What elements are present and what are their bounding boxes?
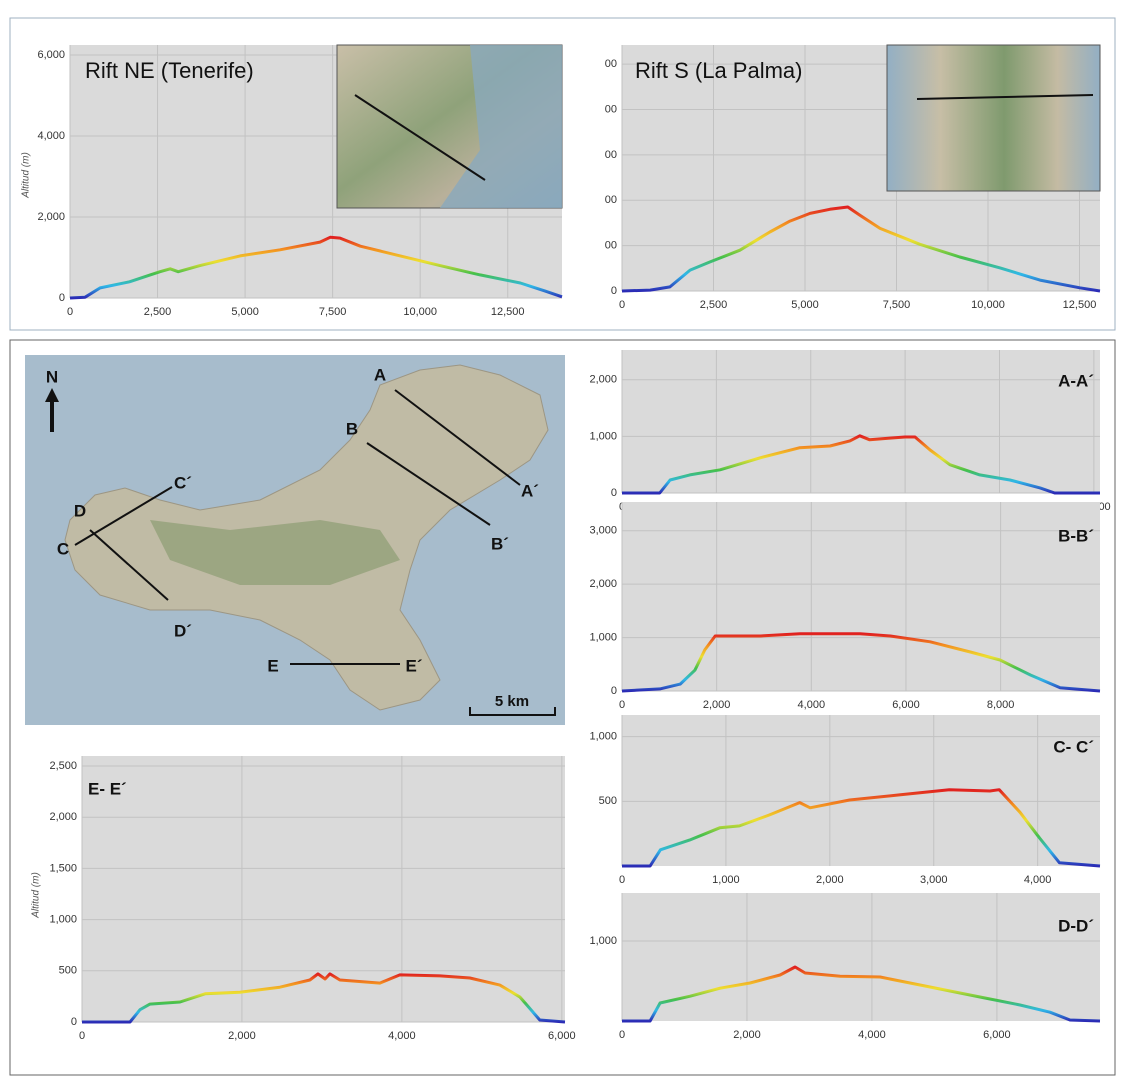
x-tick-label: 6,000 [983, 1029, 1011, 1041]
y-tick-label: 2,500 [49, 760, 77, 772]
chart-title: E- E´ [88, 779, 127, 798]
y-tick-label: 00 [605, 103, 617, 115]
y-tick-label: 1,000 [589, 935, 617, 947]
profile-chart: 02,0004,0006,0008,00010,00001,0002,000A-… [589, 350, 1110, 513]
plot-area [622, 350, 1100, 493]
y-tick-label: 0 [611, 285, 617, 297]
chart-title: D-D´ [1058, 916, 1094, 935]
x-tick-label: 2,000 [816, 874, 844, 886]
x-tick-label: 2,000 [703, 699, 731, 711]
x-tick-label: 10,000 [971, 299, 1005, 311]
x-tick-label: 2,500 [700, 299, 728, 311]
inset-map [887, 45, 1100, 191]
x-tick-label: 6,000 [892, 699, 920, 711]
y-tick-label: 1,000 [589, 731, 617, 743]
section-label: B´ [491, 534, 509, 553]
profile-chart: 0 2,000 4,000 6,000 1,000 D-D´ [589, 893, 1100, 1041]
y-tick-label: 1,500 [49, 862, 77, 874]
y-tick-label: 0 [611, 487, 617, 499]
y-tick-label: 00 [605, 240, 617, 252]
inset-lapalma [887, 45, 1100, 191]
x-tick-label: 7,500 [883, 299, 911, 311]
y-tick-label: 0 [611, 685, 617, 697]
y-tick-label: 1,000 [49, 914, 77, 926]
scale-label: 5 km [495, 693, 529, 710]
figure: 0 2,500 5,000 7,500 10,000 12,500 0 2,000 4,000 6… [0, 0, 1132, 1081]
section-label: E´ [406, 656, 423, 675]
x-tick-label: 0 [619, 299, 625, 311]
section-label: B [346, 419, 358, 438]
section-label: D [74, 501, 86, 520]
y-tick-label: 2,000 [589, 374, 617, 386]
x-tick-label: 2,000 [228, 1030, 256, 1042]
y-tick-label: 3,000 [589, 525, 617, 537]
y-axis-label: Altitud (m) [31, 872, 42, 919]
y-tick-label: 0 [59, 292, 65, 304]
y-tick-label: 4,000 [37, 130, 65, 142]
y-tick-label: 0 [71, 1016, 77, 1028]
x-tick-label: 4,000 [1024, 874, 1052, 886]
x-tick-label: 2,000 [733, 1029, 761, 1041]
y-tick-label: 1,000 [589, 631, 617, 643]
x-tick-label: 2,500 [144, 306, 172, 318]
chart-title: C- C´ [1053, 737, 1094, 756]
x-tick-label: 6,000 [548, 1030, 576, 1042]
north-label: N [46, 367, 58, 386]
y-tick-label: 2,000 [589, 578, 617, 590]
x-tick-label: 0 [619, 1029, 625, 1041]
x-tick-label: 5,000 [231, 306, 259, 318]
x-tick-label: 10,000 [403, 306, 437, 318]
y-tick-label: 00 [605, 194, 617, 206]
x-tick-label: 12,500 [491, 306, 525, 318]
y-tick-label: 2,000 [49, 811, 77, 823]
x-tick-label: 3,000 [920, 874, 948, 886]
plot-area [622, 893, 1100, 1021]
y-tick-label: 2,000 [37, 211, 65, 223]
x-tick-label: 0 [619, 874, 625, 886]
x-tick-label: 4,000 [858, 1029, 886, 1041]
x-tick-label: 0 [619, 699, 625, 711]
chart-title: Rift NE (Tenerife) [85, 58, 254, 83]
x-tick-label: 4,000 [798, 699, 826, 711]
section-label: D´ [174, 621, 192, 640]
inset-tenerife [337, 45, 562, 208]
x-tick-label: 0 [67, 306, 73, 318]
y-tick-label: 500 [599, 795, 617, 807]
island-map: N 5 km A A´ B B´ C´ DC D´ E E´ [25, 355, 565, 725]
y-tick-label: 00 [605, 149, 617, 161]
profile-chart: 0 2,000 4,000 6,000 0 500 1,000 1,500 2,000 2,500… [31, 756, 576, 1042]
section-label: A´ [521, 481, 539, 500]
section-label: C [57, 539, 69, 558]
chart-title: Rift S (La Palma) [635, 58, 803, 83]
x-tick-label: 4,000 [388, 1030, 416, 1042]
x-tick-label: 8,000 [987, 699, 1015, 711]
x-tick-label: 0 [79, 1030, 85, 1042]
y-tick-label: 00 [605, 58, 617, 70]
y-tick-label: 6,000 [37, 49, 65, 61]
x-tick-label: 12,500 [1063, 299, 1097, 311]
chart-title: B-B´ [1058, 526, 1094, 545]
y-axis-label: Altitud (m) [21, 152, 32, 199]
section-label: C´ [174, 473, 192, 492]
plot-area [622, 715, 1100, 866]
x-tick-label: 7,500 [319, 306, 347, 318]
section-label: E [267, 656, 278, 675]
section-label: A [374, 365, 386, 384]
y-tick-label: 500 [59, 965, 77, 977]
profile-chart: 0 2,000 4,000 6,000 8,000 0 1,000 2,000 3,000 B-B… [589, 502, 1100, 711]
x-tick-label: 5,000 [791, 299, 819, 311]
chart-title: A-A´ [1058, 371, 1094, 390]
y-tick-label: 1,000 [589, 430, 617, 442]
profile-chart: 0 1,000 2,000 3,000 4,000 500 1,000 C- C´ [589, 715, 1100, 886]
x-tick-label: 1,000 [712, 874, 740, 886]
